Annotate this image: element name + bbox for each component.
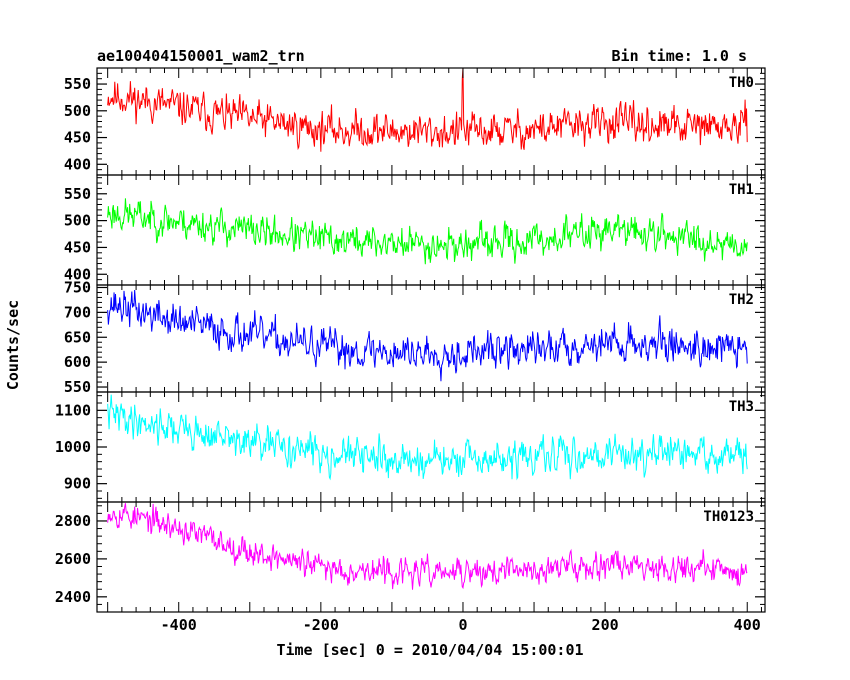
x-tick-labels: -400 -200 0 200 400 bbox=[161, 616, 761, 634]
panel-label-th3: TH3 bbox=[729, 399, 754, 415]
panel-label-th1: TH1 bbox=[729, 182, 754, 198]
panel-frame bbox=[96, 391, 766, 503]
y-tick-label: 1100 bbox=[55, 401, 91, 419]
panel-th1: 400 450 500 550 TH1 bbox=[64, 174, 766, 286]
y-tick-label: 500 bbox=[64, 212, 91, 230]
panel-frame bbox=[96, 501, 766, 613]
y-tick-label: 550 bbox=[64, 185, 91, 203]
y-tick-label: 450 bbox=[64, 129, 91, 147]
x-tick-label: 0 bbox=[458, 616, 467, 634]
y-tick-label: 400 bbox=[64, 155, 91, 173]
y-tick-label: 2400 bbox=[55, 588, 91, 606]
y-tick-label: 550 bbox=[64, 378, 91, 396]
y-tick-label: 1000 bbox=[55, 438, 91, 456]
panels-group: 400 450 500 550 TH0 400 450 500 550 TH1 550 600 650 7… bbox=[55, 67, 766, 634]
series-line-th0 bbox=[107, 68, 748, 152]
panel-th0: 400 450 500 550 TH0 bbox=[64, 67, 766, 176]
series-line-th1 bbox=[107, 198, 748, 265]
y-tick-label: 650 bbox=[64, 328, 91, 346]
y-tick-label: 700 bbox=[64, 303, 91, 321]
bin-time-label: Bin time: 1.0 s bbox=[612, 47, 747, 65]
y-tick-label: 450 bbox=[64, 238, 91, 256]
x-tick-label: -200 bbox=[303, 616, 339, 634]
y-tick-label: 500 bbox=[64, 102, 91, 120]
panel-label-th2: TH2 bbox=[729, 292, 754, 308]
y-tick-label: 600 bbox=[64, 353, 91, 371]
y-tick-label: 750 bbox=[64, 278, 91, 296]
panel-th2: 550 600 650 700 750 TH2 bbox=[64, 278, 766, 396]
y-tick-label: 400 bbox=[64, 265, 91, 283]
chart-title: ae100404150001_wam2_trn bbox=[97, 47, 305, 65]
panel-th0123: 2400 2600 2800 TH0123 bbox=[55, 501, 766, 613]
x-tick-label: -400 bbox=[161, 616, 197, 634]
x-tick-label: 400 bbox=[734, 616, 761, 634]
x-tick-label: 200 bbox=[592, 616, 619, 634]
x-axis-label: Time [sec] 0 = 2010/04/04 15:00:01 bbox=[276, 641, 583, 659]
y-tick-label: 2600 bbox=[55, 550, 91, 568]
series-line-th0123 bbox=[107, 503, 748, 590]
y-tick-label: 550 bbox=[64, 75, 91, 93]
y-axis-label: Counts/sec bbox=[4, 300, 22, 390]
series-line-th2 bbox=[107, 289, 748, 382]
panel-frame bbox=[96, 174, 766, 286]
panel-label-th0: TH0 bbox=[729, 75, 754, 91]
panel-th3: 900 1000 1100 TH3 bbox=[55, 391, 766, 503]
y-tick-label: 900 bbox=[64, 475, 91, 493]
series-line-th3 bbox=[107, 394, 748, 481]
y-tick-label: 2800 bbox=[55, 512, 91, 530]
panel-label-th0123: TH0123 bbox=[703, 509, 754, 525]
